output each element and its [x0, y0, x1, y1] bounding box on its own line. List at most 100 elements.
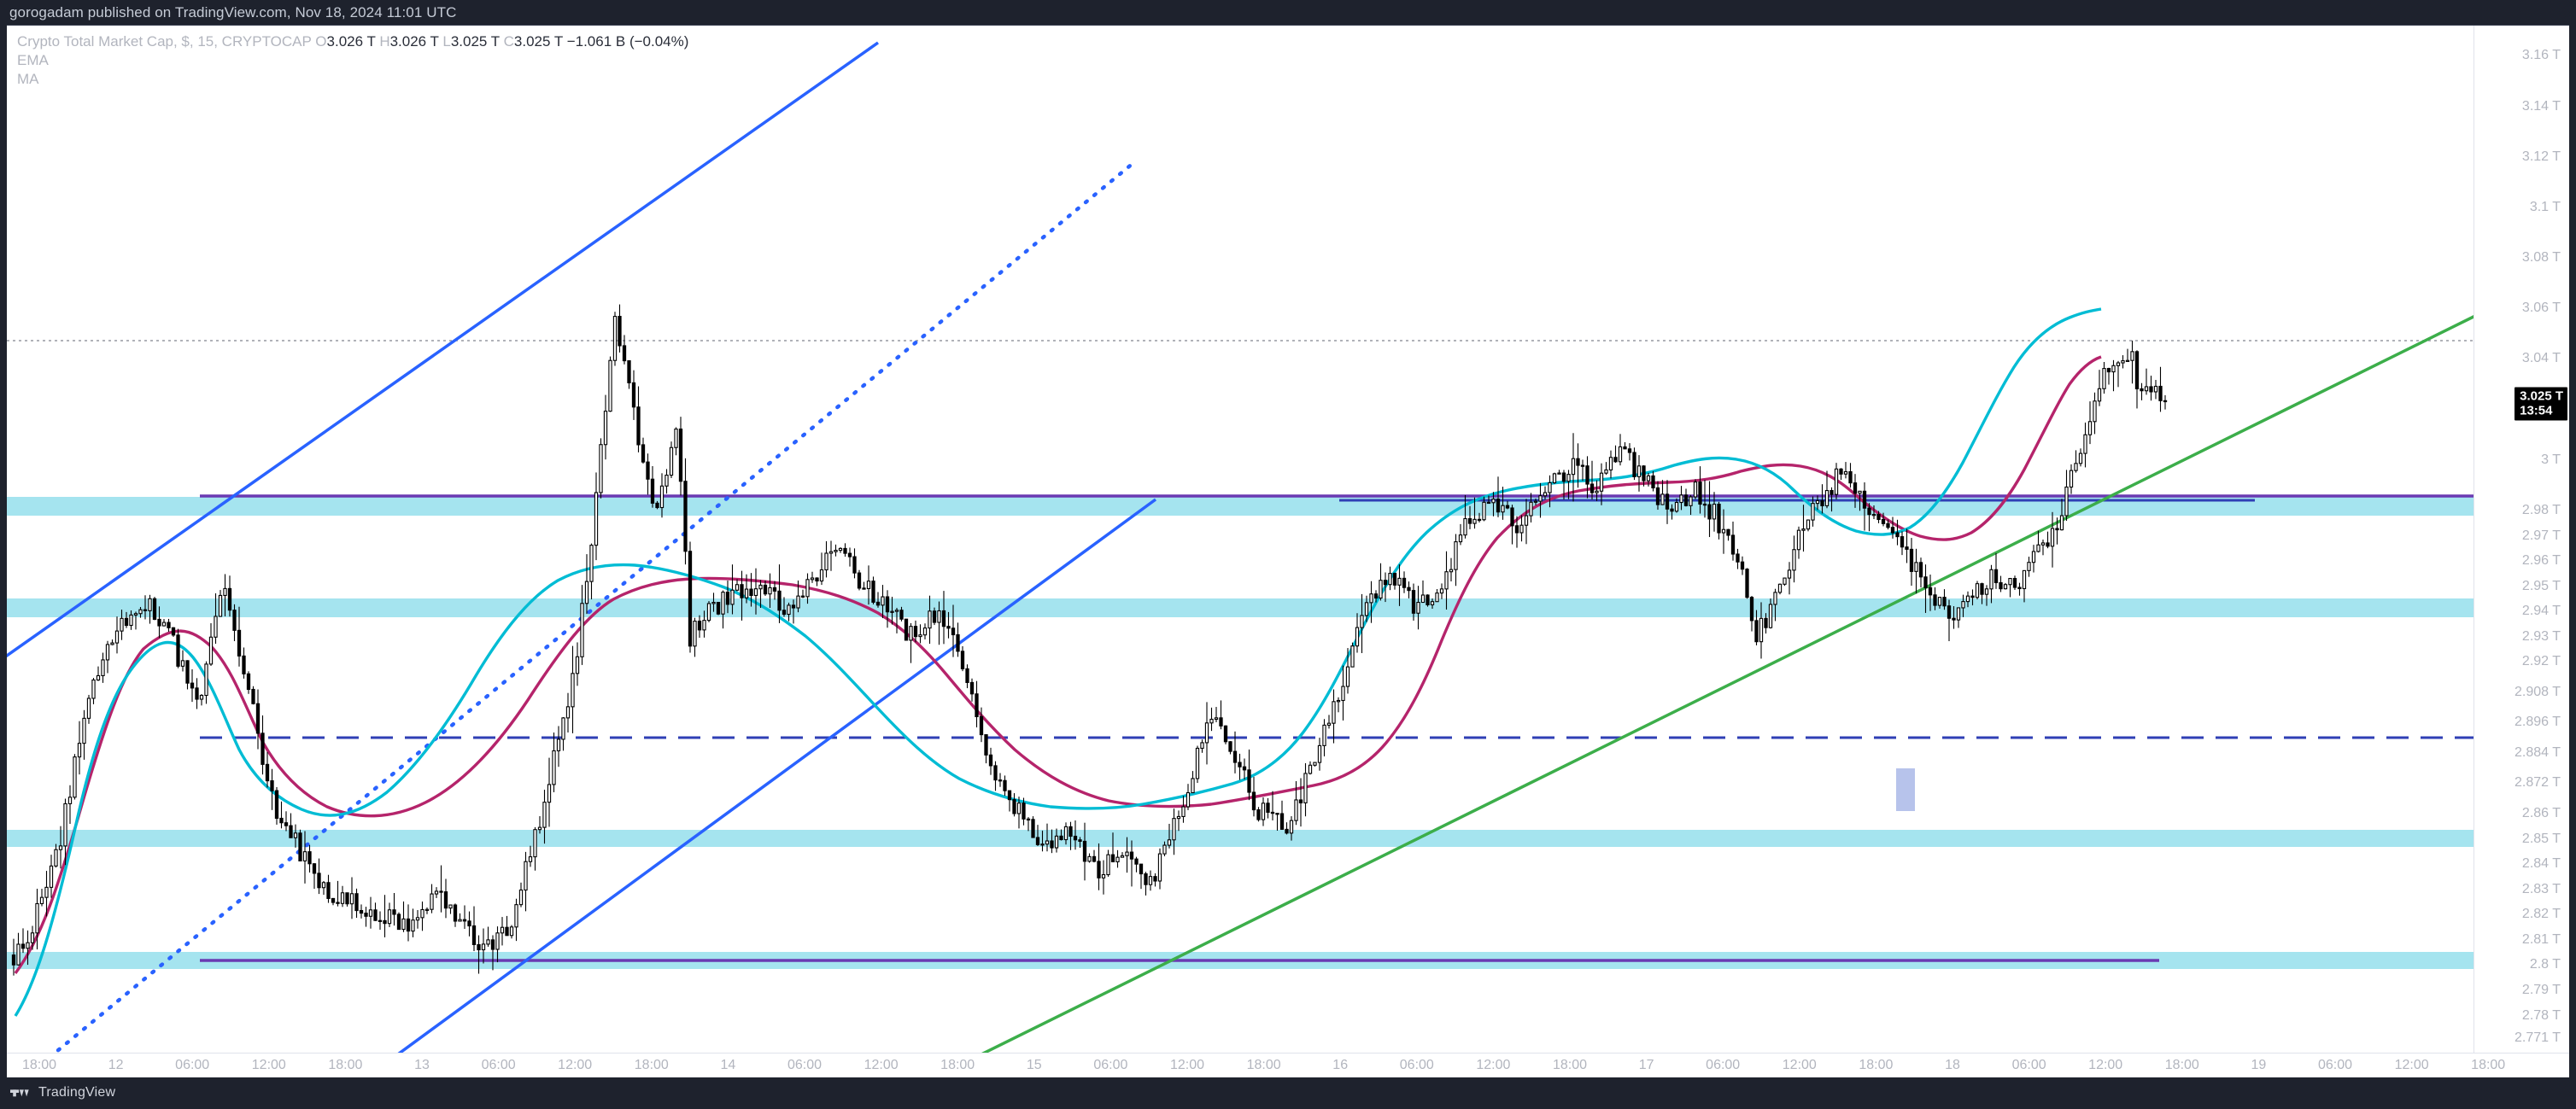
candle-body-down: [1228, 741, 1232, 752]
candle-body-down: [1928, 587, 1933, 596]
last-price-badge[interactable]: 3.025 T 13:54: [2515, 387, 2567, 421]
time-tick: 18:00: [21, 1058, 57, 1072]
candle-body-up: [2153, 385, 2158, 393]
candle-body-up: [928, 610, 932, 629]
candle-body-up: [54, 849, 58, 867]
candle-body-down: [2158, 385, 2163, 401]
candle-body-up: [1975, 583, 1980, 598]
candle-body-up: [1345, 666, 1350, 687]
candle-body-down: [477, 943, 481, 951]
candle-body-down: [406, 918, 411, 932]
candle-body-down: [1266, 803, 1270, 813]
candle-body-down: [1754, 620, 1759, 643]
sr-zones: [7, 497, 2474, 969]
candle-body-up: [1087, 855, 1092, 862]
candle-body-up: [1773, 592, 1777, 605]
candle-body-up: [2069, 470, 2074, 488]
candle-body-up: [1294, 799, 1298, 821]
candle-body-down: [636, 406, 641, 446]
candle-body-down: [279, 817, 284, 824]
candle-body-up: [1332, 701, 1336, 724]
candle-body-up: [1167, 839, 1172, 846]
candle-body-down: [2012, 578, 2017, 588]
candle-body-down: [1698, 482, 1702, 505]
candle-body-up: [2078, 452, 2083, 464]
time-tick: 06:00: [2011, 1058, 2046, 1072]
candle-body-up: [1543, 492, 1548, 497]
candle-body-up: [1444, 571, 1449, 590]
candle-body-up: [1533, 500, 1538, 503]
candle-body-down: [904, 618, 909, 641]
candle-body-up: [664, 475, 669, 487]
bottom-bar: TradingView: [0, 1077, 2576, 1109]
time-axis[interactable]: 18:00 12 06:00 12:00 18:00 13 06:00 12:00 18:00 1…: [7, 1053, 2569, 1077]
candle-body-up: [1322, 724, 1326, 746]
candle-body-down: [1580, 464, 1585, 467]
horizontal-lines: [7, 340, 2474, 962]
candle-body-up: [2064, 486, 2069, 517]
candle-body-up: [1956, 607, 1961, 621]
time-tick: 06:00: [2317, 1058, 2353, 1072]
candle-body-up: [1120, 855, 1125, 858]
time-tick: 12:00: [1782, 1058, 1817, 1072]
price-tick: 2.98 T: [2521, 502, 2561, 517]
price-tick: 3.08 T: [2521, 250, 2561, 266]
price-tick: 3 T: [2541, 452, 2561, 467]
candle-body-down: [1730, 534, 1736, 555]
candle-body-up: [86, 698, 91, 719]
candle-body-up: [565, 706, 571, 719]
candle-body-up: [2003, 584, 2008, 590]
candle-body-down: [354, 893, 359, 912]
candle-body-up: [828, 551, 834, 554]
candle-body-up: [1674, 501, 1679, 512]
price-tick: 3.12 T: [2521, 149, 2561, 164]
candle-body-down: [20, 943, 26, 949]
candle-body-down: [1031, 819, 1035, 838]
candle-body-up: [2144, 386, 2149, 392]
time-tick: 18:00: [940, 1058, 975, 1072]
candle-body-up: [1571, 458, 1576, 476]
time-tick: 18:00: [634, 1058, 669, 1072]
price-tick: 2.85 T: [2521, 831, 2561, 846]
candle-body-up: [1181, 806, 1186, 818]
candle-body-down: [1059, 835, 1063, 841]
candle-body-up: [321, 882, 326, 889]
candle-body-up: [834, 550, 838, 552]
candle-body-up: [101, 659, 105, 676]
candle-body-down: [956, 633, 960, 652]
candle-body-up: [528, 856, 533, 862]
candle-body-up: [1472, 518, 1477, 524]
candle-body-up: [1636, 465, 1642, 477]
trend-green: [979, 315, 2474, 1054]
tradingview-logo[interactable]: TradingView: [10, 1085, 115, 1100]
price-axis[interactable]: 3.16 T 3.14 T 3.12 T 3.1 T 3.08 T 3.06 T 3.04 …: [2474, 26, 2569, 1054]
price-tick: 2.95 T: [2521, 578, 2561, 593]
candle-body-up: [1937, 597, 1942, 606]
candle-body-down: [443, 891, 448, 909]
candle-body-down: [777, 590, 782, 611]
candle-body-down: [1134, 858, 1139, 865]
time-tick: 12: [108, 1058, 124, 1072]
candle-body-down: [1486, 501, 1491, 505]
chart-pane[interactable]: Crypto Total Market Cap, $, 15, CRYPTOCA…: [7, 25, 2569, 1077]
candle-body-up: [495, 932, 500, 950]
candle-body-up: [2121, 359, 2125, 364]
candle-body-up: [218, 594, 223, 617]
candle-body-down: [190, 682, 195, 689]
candle-body-up: [711, 601, 716, 604]
candle-body-up: [1449, 569, 1454, 573]
candle-body-down: [843, 547, 847, 554]
candle-body-down: [683, 481, 688, 552]
candle-body-down: [1736, 553, 1740, 563]
plot-area[interactable]: [7, 26, 2474, 1054]
candle-body-up: [669, 447, 674, 476]
candle-body-down: [815, 577, 819, 582]
candle-body-down: [875, 601, 881, 606]
candle-body-down: [988, 754, 993, 767]
candle-body-down: [345, 892, 349, 905]
candle-body-down: [237, 629, 242, 657]
candle-body-down: [1082, 840, 1087, 862]
candle-body-down: [1670, 508, 1674, 512]
candle-body-up: [302, 851, 307, 861]
candle-body-down: [157, 618, 161, 627]
